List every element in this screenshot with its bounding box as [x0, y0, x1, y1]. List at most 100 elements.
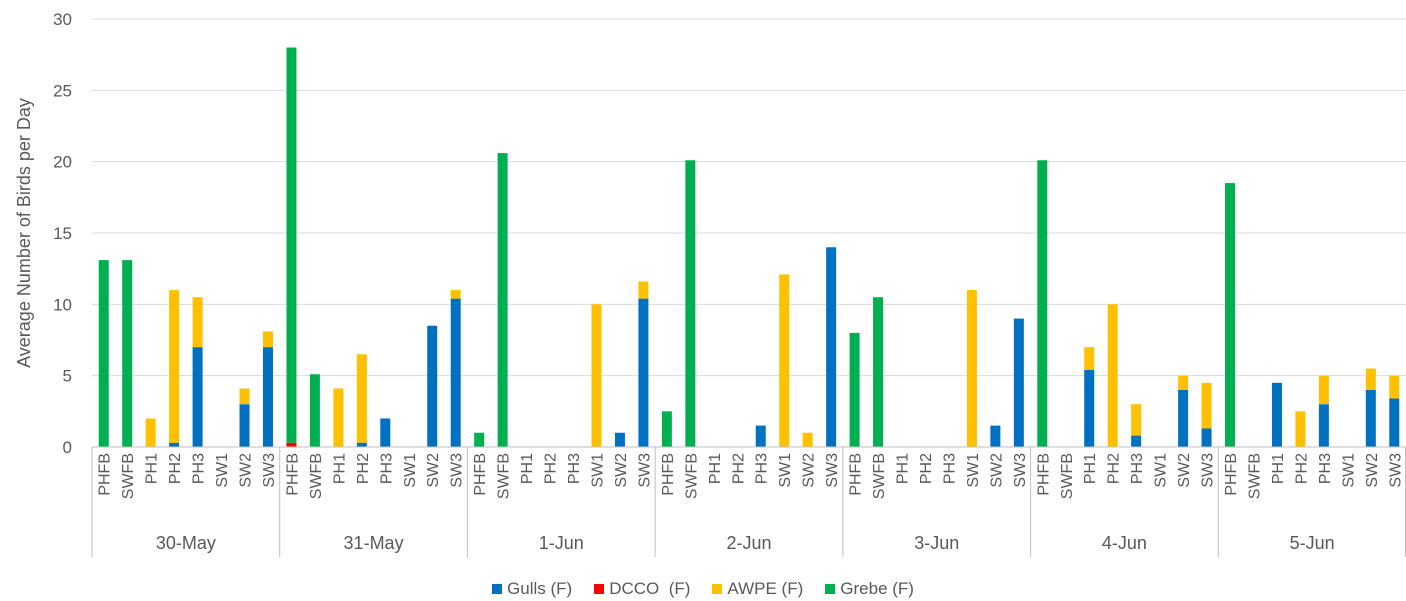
- bar-segment: [309, 374, 320, 447]
- x-tick-label: SW3: [1200, 453, 1217, 488]
- bar-segment: [474, 432, 485, 447]
- x-tick-label: SW3: [449, 453, 466, 488]
- bar-segment: [427, 325, 438, 447]
- bar-segment: [192, 347, 203, 447]
- bar-segment: [145, 418, 156, 447]
- x-tick-label: PH1: [519, 453, 536, 484]
- x-group-label: 3-Jun: [914, 533, 959, 553]
- x-tick-label: SWFB: [120, 453, 137, 499]
- x-tick-label: PH3: [941, 453, 958, 484]
- bar-segment: [685, 160, 696, 448]
- x-group-label: 2-Jun: [726, 533, 771, 553]
- bar-segment: [990, 425, 1001, 447]
- y-tick-label: 0: [63, 438, 72, 457]
- bar-segment: [239, 388, 250, 405]
- x-tick-label: SW1: [214, 453, 231, 488]
- bar-segment: [1178, 375, 1189, 390]
- x-tick-label: PHFB: [848, 453, 865, 496]
- x-tick-label: PH3: [1317, 453, 1334, 484]
- bar-segment: [614, 432, 625, 447]
- x-tick-label: SW3: [1387, 453, 1404, 488]
- bar-segment: [356, 442, 367, 447]
- bar-segment: [966, 290, 977, 447]
- legend-item: Grebe (F): [825, 579, 914, 599]
- y-tick-label: 15: [53, 224, 72, 243]
- bars: [98, 47, 1400, 448]
- x-tick-label: SW2: [801, 453, 818, 488]
- x-tick-label: SW1: [402, 453, 419, 488]
- bar-segment: [661, 411, 672, 447]
- y-tick-label: 20: [53, 153, 72, 172]
- x-tick-label: SW1: [1340, 453, 1357, 488]
- bar-segment: [1318, 375, 1329, 405]
- bar-segment: [1295, 411, 1306, 447]
- x-tick-label: PH3: [191, 453, 208, 484]
- y-axis-label: Average Number of Birds per Day: [14, 98, 34, 368]
- x-tick-label: PH1: [895, 453, 912, 484]
- x-tick-label: PH1: [1270, 453, 1287, 484]
- bar-segment: [779, 274, 790, 447]
- legend-item: AWPE (F): [712, 579, 803, 599]
- legend-swatch: [712, 584, 723, 594]
- x-tick-label: PH2: [167, 453, 184, 484]
- x-tick-label: PH2: [355, 453, 372, 484]
- x-tick-label: SW1: [589, 453, 606, 488]
- bar-segment: [1365, 389, 1376, 447]
- bar-segment: [1131, 404, 1142, 436]
- x-tick-label: SW2: [238, 453, 255, 488]
- legend-label: Grebe (F): [840, 579, 914, 598]
- x-tick-label: SWFB: [496, 453, 513, 499]
- x-tick-label: SW1: [1153, 453, 1170, 488]
- bar-segment: [450, 290, 461, 299]
- y-tick-label: 30: [53, 10, 72, 29]
- legend-swatch: [492, 584, 503, 594]
- bar-segment: [98, 260, 109, 447]
- bar-segment: [849, 332, 860, 447]
- bar-segment: [802, 432, 813, 447]
- x-tick-label: SW2: [1364, 453, 1381, 488]
- legend-swatch: [594, 584, 605, 594]
- x-group-label: 5-Jun: [1290, 533, 1335, 553]
- x-tick-label: SWFB: [308, 453, 325, 499]
- bar-segment: [122, 260, 133, 447]
- x-tick-label: PHFB: [284, 453, 301, 496]
- x-tick-label: SW3: [636, 453, 653, 488]
- x-tick-label: SWFB: [871, 453, 888, 499]
- bar-segment: [192, 297, 203, 348]
- x-tick-label: PH1: [144, 453, 161, 484]
- bar-segment: [1013, 318, 1024, 447]
- x-tick-label: PHFB: [97, 453, 114, 496]
- x-tick-label: PHFB: [1223, 453, 1240, 496]
- x-tick-label: PH3: [754, 453, 771, 484]
- legend-swatch: [825, 584, 836, 594]
- bar-segment: [356, 354, 367, 443]
- y-tick-label: 5: [63, 367, 72, 386]
- bar-segment: [873, 297, 884, 447]
- bar-segment: [826, 247, 837, 447]
- bar-segment: [1084, 347, 1095, 370]
- legend: Gulls (F) DCCO (F) AWPE (F) Grebe (F): [0, 577, 1406, 601]
- x-tick-label: SWFB: [1246, 453, 1263, 499]
- bar-segment: [169, 290, 180, 443]
- x-group-label: 1-Jun: [539, 533, 584, 553]
- x-group-label: 31-May: [344, 533, 404, 553]
- x-tick-label: PH3: [1129, 453, 1146, 484]
- x-tick-label: SW1: [777, 453, 794, 488]
- x-tick-label: PH1: [707, 453, 724, 484]
- x-tick-label: PHFB: [472, 453, 489, 496]
- bar-segment: [1201, 428, 1212, 447]
- bar-segment: [1365, 368, 1376, 390]
- bar-segment: [1389, 375, 1400, 399]
- bar-segment: [450, 298, 461, 447]
- x-tick-label: SW3: [1012, 453, 1029, 488]
- x-tick-label: SW2: [988, 453, 1005, 488]
- bar-segment: [1225, 183, 1236, 448]
- bar-segment: [1084, 369, 1095, 447]
- bar-segment: [1037, 160, 1048, 448]
- x-tick-label: SWFB: [1059, 453, 1076, 499]
- legend-item: DCCO (F): [594, 579, 690, 599]
- bar-segment: [1131, 435, 1142, 447]
- bar-segment: [591, 304, 602, 447]
- bar-segment: [286, 442, 297, 447]
